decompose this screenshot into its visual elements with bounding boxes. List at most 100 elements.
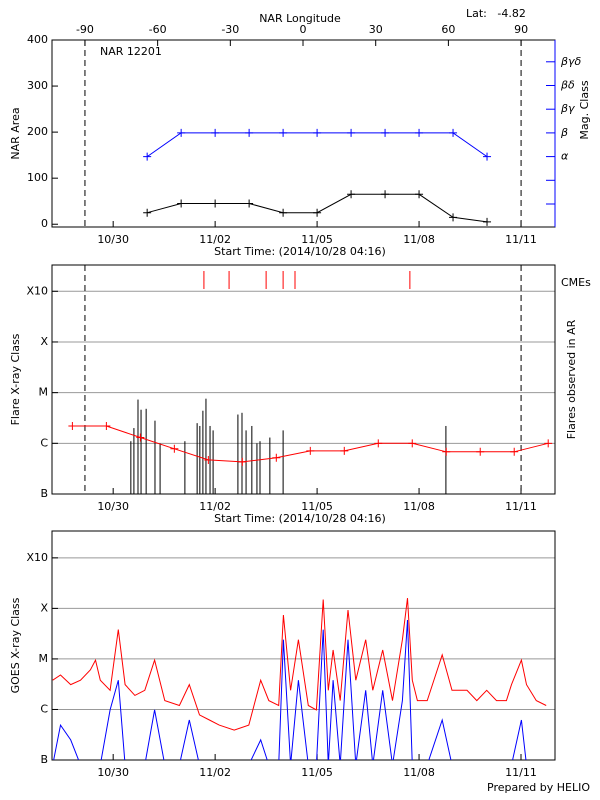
point-marker <box>279 128 288 137</box>
point-marker <box>408 439 417 448</box>
point-marker <box>143 152 152 161</box>
point-marker <box>347 190 356 199</box>
y-tick-label: C <box>40 436 48 449</box>
point-marker <box>170 444 179 453</box>
point-marker <box>449 128 458 137</box>
point-marker <box>483 217 492 226</box>
point-marker <box>442 447 451 456</box>
point-marker <box>510 447 519 456</box>
y-tick-label: 300 <box>27 79 48 92</box>
x-tick-label: 11/05 <box>301 500 333 513</box>
x2-tick-label: -60 <box>149 23 167 36</box>
point-marker <box>313 128 322 137</box>
x-tick-label: 10/30 <box>97 233 129 246</box>
y-tick-label: B <box>40 487 48 500</box>
point-marker <box>238 457 247 466</box>
y-tick-label: 100 <box>27 171 48 184</box>
x-tick-label: 11/08 <box>403 500 435 513</box>
plot-frame <box>51 264 556 495</box>
cme-label: CMEs <box>561 276 591 289</box>
point-marker <box>245 199 254 208</box>
point-marker <box>143 208 152 217</box>
x2-tick-label: 30 <box>369 23 383 36</box>
point-marker <box>415 190 424 199</box>
point-marker <box>136 433 145 442</box>
y2-tick-label: β <box>560 126 568 139</box>
point-marker <box>347 128 356 137</box>
x-tick-label: 11/08 <box>403 233 435 246</box>
y-tick-label: 400 <box>27 33 48 46</box>
y-tick-label: X10 <box>26 551 48 564</box>
point-marker <box>449 213 458 222</box>
point-marker <box>211 199 220 208</box>
point-marker <box>381 190 390 199</box>
point-marker <box>102 421 111 430</box>
x-tick-label: 11/05 <box>301 766 333 779</box>
annotation: Lat: -4.82 <box>466 7 526 20</box>
y2-axis-title: Mag. Class <box>578 80 591 139</box>
plot-frame <box>51 530 556 761</box>
series-line <box>52 598 547 731</box>
y2-axis-title: Flares observed in AR <box>565 319 578 439</box>
y-axis-title: NAR Area <box>9 107 22 159</box>
x-tick-label: 11/11 <box>505 500 537 513</box>
series-line <box>53 619 527 760</box>
y-tick-label: M <box>39 386 49 399</box>
y2-tick-label: α <box>561 150 569 163</box>
point-marker <box>374 439 383 448</box>
x-tick-label: 11/08 <box>403 766 435 779</box>
point-marker <box>204 455 213 464</box>
y2-tick-label: βγ <box>560 102 575 115</box>
x-tick-label: 11/02 <box>199 233 231 246</box>
x-tick-label: 11/02 <box>199 766 231 779</box>
x2-tick-label: 90 <box>514 23 528 36</box>
y-tick-label: M <box>39 652 49 665</box>
x2-tick-label: -30 <box>221 23 239 36</box>
point-marker <box>415 128 424 137</box>
x-tick-label: 10/30 <box>97 500 129 513</box>
footer: Prepared by HELIO <box>487 781 590 794</box>
point-marker <box>544 439 553 448</box>
x-tick-label: 11/02 <box>199 500 231 513</box>
point-marker <box>211 128 220 137</box>
x-axis-title: Start Time: (2014/10/28 04:16) <box>214 512 386 525</box>
x-axis-title: Start Time: (2014/10/28 04:16) <box>214 245 386 258</box>
y-tick-label: X <box>40 335 48 348</box>
point-marker <box>245 128 254 137</box>
x-tick-label: 10/30 <box>97 766 129 779</box>
point-marker <box>483 152 492 161</box>
plot-frame <box>51 39 556 228</box>
x2-tick-label: -90 <box>76 23 94 36</box>
y2-tick-label: βγδ <box>560 55 582 68</box>
x-tick-label: 11/11 <box>505 233 537 246</box>
y-tick-label: B <box>40 753 48 766</box>
point-marker <box>68 421 77 430</box>
point-marker <box>476 447 485 456</box>
x-tick-label: 11/05 <box>301 233 333 246</box>
point-marker <box>381 128 390 137</box>
y-tick-label: X10 <box>26 284 48 297</box>
series-line <box>72 425 549 463</box>
y-tick-label: 0 <box>41 217 48 230</box>
point-marker <box>306 446 315 455</box>
y-axis-title: Flare X-ray Class <box>9 333 22 425</box>
chart-title: NAR 12201 <box>100 45 162 58</box>
x2-tick-label: 60 <box>441 23 455 36</box>
point-marker <box>177 128 186 137</box>
point-marker <box>272 453 281 462</box>
y-tick-label: C <box>40 702 48 715</box>
y-axis-title: GOES X-ray Class <box>9 597 22 693</box>
x2-axis-title: NAR Longitude <box>259 12 341 25</box>
series-line <box>147 193 488 223</box>
y2-tick-label: βδ <box>560 79 575 92</box>
point-marker <box>313 208 322 217</box>
y-tick-label: X <box>40 601 48 614</box>
point-marker <box>279 208 288 217</box>
x2-tick-label: 0 <box>300 23 307 36</box>
x-tick-label: 11/11 <box>505 766 537 779</box>
y-tick-label: 200 <box>27 125 48 138</box>
point-marker <box>340 446 349 455</box>
point-marker <box>177 199 186 208</box>
